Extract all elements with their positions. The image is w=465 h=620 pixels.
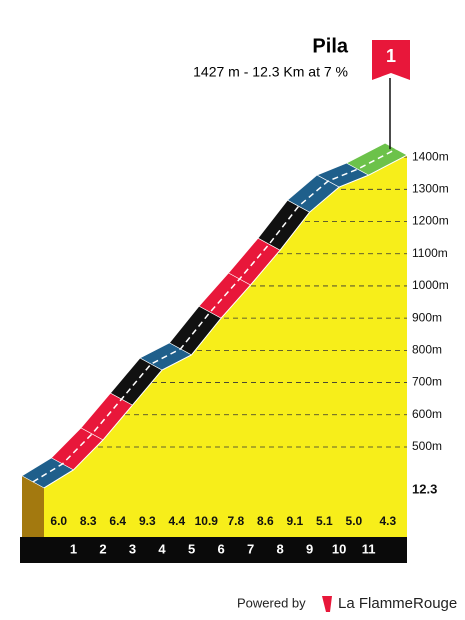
gradient-label: 5.0 [346, 514, 363, 528]
gradient-label: 6.0 [50, 514, 67, 528]
centerline [32, 148, 397, 483]
y-tick-label: 1200m [412, 214, 449, 228]
flag [372, 40, 410, 80]
x-tick-label: 6 [217, 541, 224, 556]
x-tick-label: 11 [362, 541, 376, 556]
gradient-label: 8.6 [257, 514, 274, 528]
powered-by: Powered by [237, 595, 306, 610]
x-tick-label: 2 [99, 541, 106, 556]
gradient-label: 7.8 [227, 514, 244, 528]
gradient-label: 4.4 [168, 514, 185, 528]
gradient-label: 10.9 [195, 514, 219, 528]
profile-line [43, 154, 408, 489]
gradient-label: 5.1 [316, 514, 333, 528]
y-tick-label: 600m [412, 407, 442, 421]
brand-icon [322, 596, 332, 612]
base-band [20, 537, 407, 563]
side-face [22, 475, 44, 537]
y-tick-label: 1000m [412, 278, 449, 292]
x-tick-label: 1 [70, 541, 77, 556]
y-tick-label: 500m [412, 439, 442, 453]
y-tick-label: 900m [412, 310, 442, 324]
badge: 1 [386, 46, 396, 66]
y-tick-label: 700m [412, 375, 442, 389]
x-tick-label: 8 [276, 541, 283, 556]
chart-subtitle: 1427 m - 12.3 Km at 7 % [193, 64, 348, 80]
brand-part: La Flamme [338, 595, 413, 612]
x-tick-label: 5 [188, 541, 195, 556]
brand-part: Rouge [413, 595, 457, 612]
profile-face [44, 155, 407, 538]
gradient-label: 9.1 [287, 514, 304, 528]
y-tick-label: 800m [412, 343, 442, 357]
chart-title: Pila [312, 35, 348, 57]
x-tick-label: 12.3 [412, 481, 437, 496]
x-tick-label: 10 [332, 541, 346, 556]
x-tick-label: 4 [158, 541, 166, 556]
y-tick-label: 1100m [412, 246, 448, 260]
gradient-label: 8.3 [80, 514, 97, 528]
y-tick-label: 1400m [412, 149, 449, 163]
gradient-label: 4.3 [379, 514, 396, 528]
y-tick-label: 1300m [412, 181, 449, 195]
gradient-label: 6.4 [109, 514, 126, 528]
x-tick-label: 3 [129, 541, 136, 556]
brand: La FlammeRouge [338, 595, 457, 612]
x-tick-label: 7 [247, 541, 254, 556]
gradient-label: 9.3 [139, 514, 156, 528]
x-tick-label: 9 [306, 541, 313, 556]
